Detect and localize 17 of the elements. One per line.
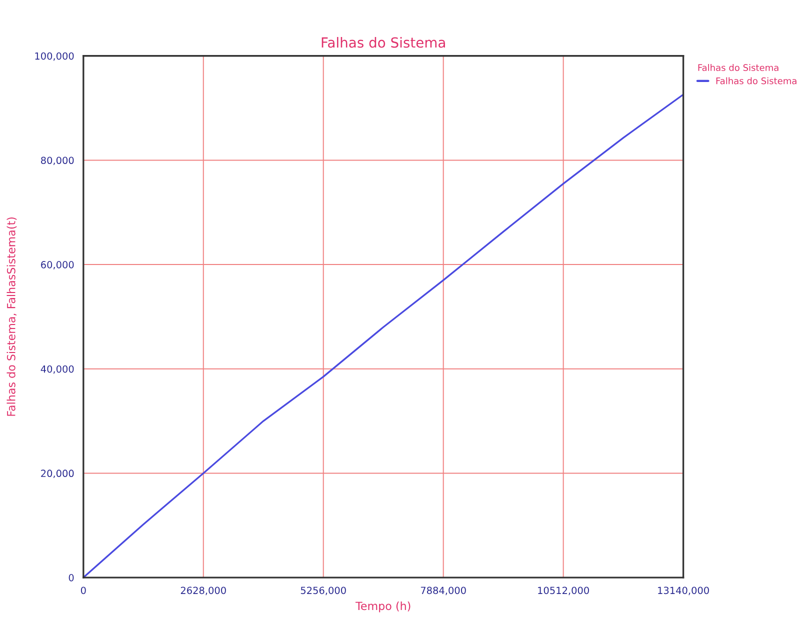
y-tick-label: 100,000: [35, 52, 74, 61]
x-tick-label: 0: [80, 586, 86, 594]
x-axis-title: Tempo (h): [355, 602, 410, 612]
legend-title: Falhas do Sistema: [698, 64, 778, 72]
x-tick-label: 2628,000: [180, 586, 226, 596]
x-tick-label: 13140,000: [658, 586, 709, 596]
x-tick-label: 10512,000: [538, 586, 589, 596]
x-tick-label: 5256,000: [300, 586, 346, 596]
y-tick-label: 40,000: [40, 365, 74, 374]
chart-title: Falhas do Sistema: [322, 37, 445, 48]
y-tick-label: 0: [68, 574, 74, 582]
legend-label: Falhas do Sistema: [716, 77, 796, 84]
y-tick-label: 80,000: [41, 156, 74, 166]
y-tick-label: 20,000: [41, 470, 74, 478]
x-tick-label: 7884,000: [420, 586, 466, 596]
y-tick-label: 60,000: [41, 261, 74, 270]
y-axis-title: Falhas do Sistema, FalhasSistema(t): [6, 217, 17, 416]
